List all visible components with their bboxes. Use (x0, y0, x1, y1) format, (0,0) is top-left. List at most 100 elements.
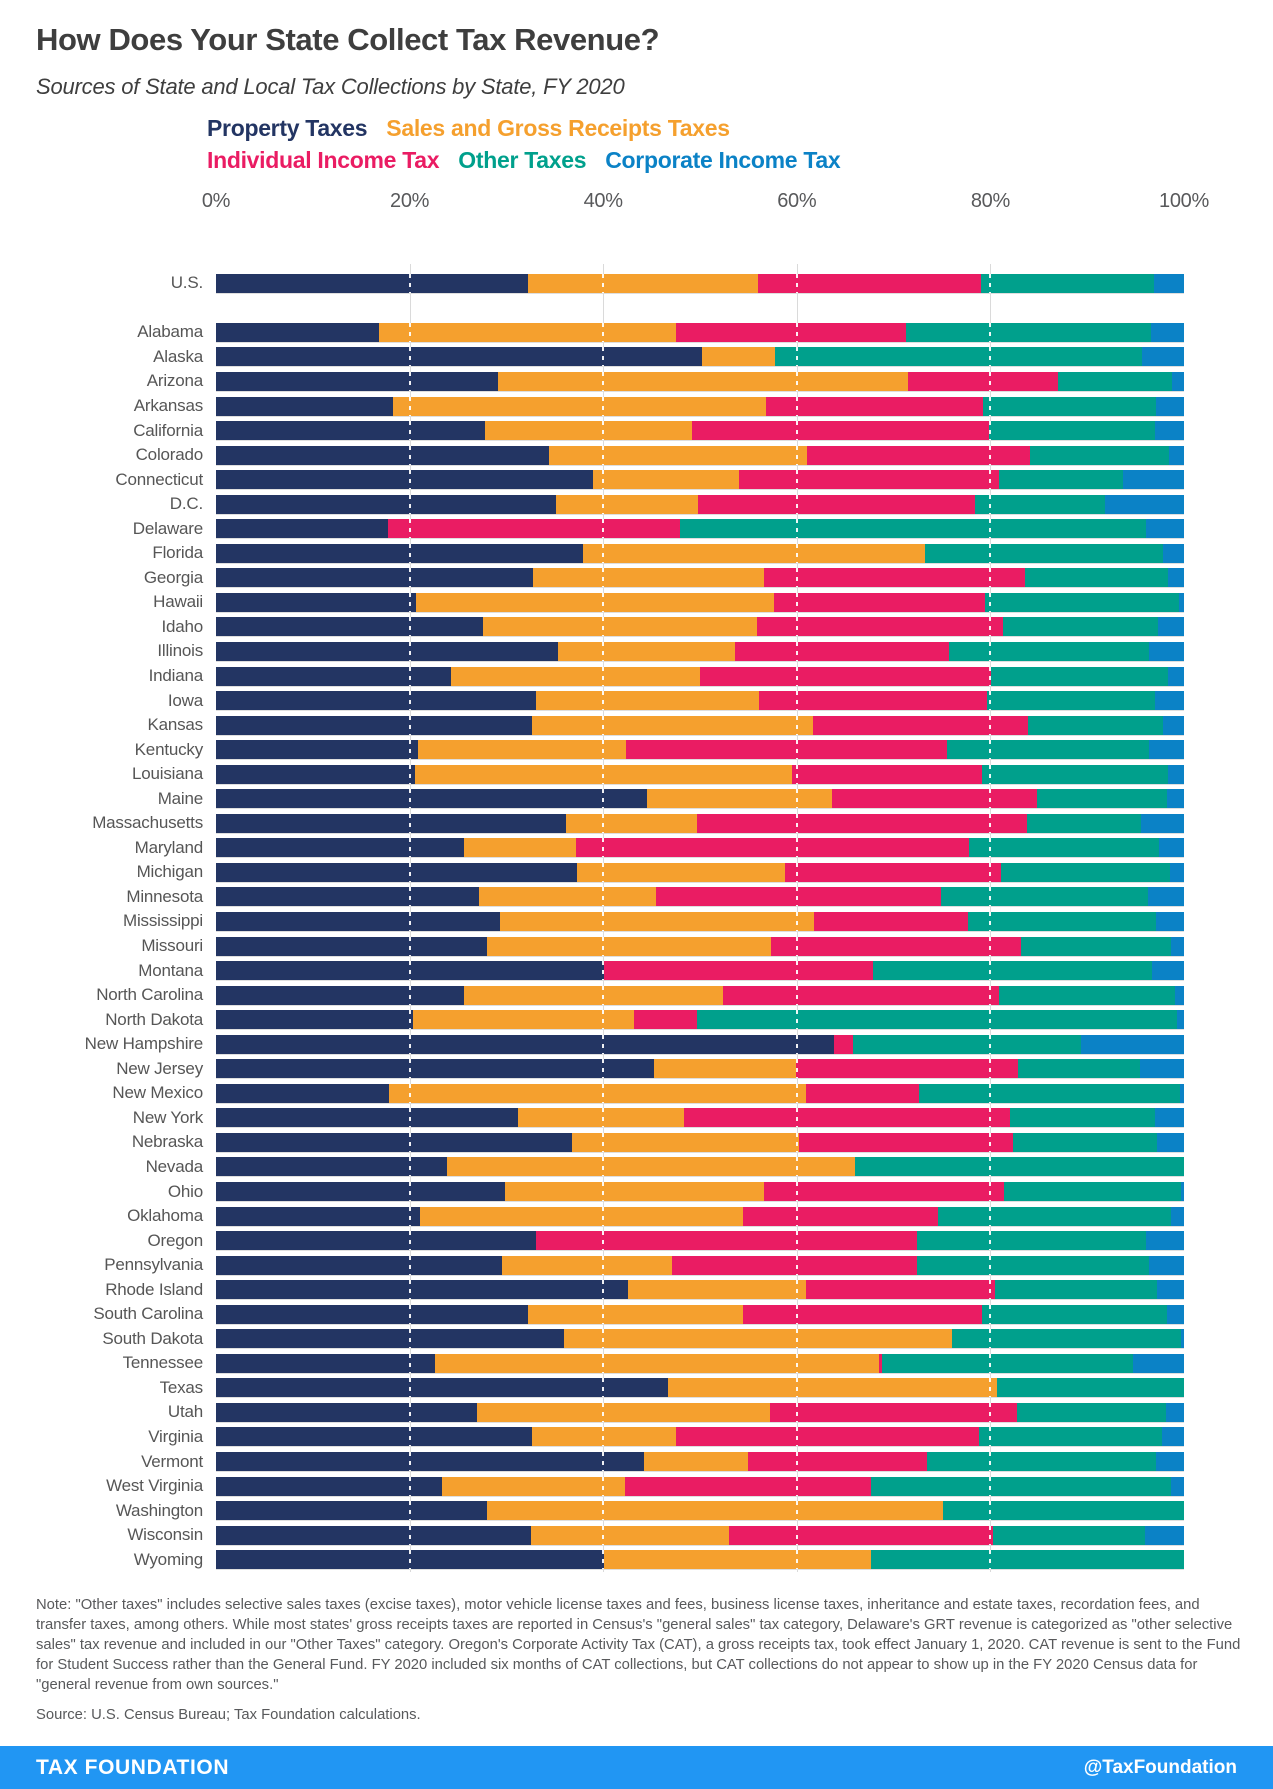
bar-gridline-dash (795, 862, 798, 882)
state-label-vermont: Vermont (141, 1451, 203, 1471)
bar-segment-other (916, 1255, 1150, 1275)
bar-gridline-dash (989, 396, 992, 416)
bar-segment-individual (723, 985, 1000, 1005)
state-label-connecticut: Connecticut (115, 469, 203, 489)
bar-gridline-dash (795, 1108, 798, 1128)
bar-track-vermont (216, 1452, 1184, 1472)
chart-row-oklahoma: Oklahoma (0, 1204, 1273, 1229)
chart-row-louisiana: Louisiana (0, 762, 1273, 787)
bar-segment-property (216, 1083, 390, 1103)
chart-row-california: California (0, 418, 1273, 443)
bar-segment-property (216, 445, 549, 465)
bar-segment-corporate (1081, 1034, 1184, 1054)
bar-segment-corporate (1157, 617, 1184, 637)
bar-gridline-dash (408, 1182, 411, 1201)
bar-segment-individual (626, 740, 947, 760)
chart-row-massachusetts: Massachusetts (0, 811, 1273, 836)
bar-segment-corporate (1171, 1206, 1184, 1226)
stacked-bar-arkansas (216, 396, 1184, 416)
state-label-hawaii: Hawaii (153, 592, 203, 612)
bar-segment-corporate (1181, 1329, 1184, 1349)
bar-gridline-dash (989, 1476, 992, 1496)
bar-segment-other (980, 273, 1154, 293)
stacked-bar-wyoming (216, 1550, 1184, 1570)
stacked-bar-west-virginia (216, 1476, 1184, 1496)
bar-segment-other (942, 1501, 1184, 1521)
bar-segment-corporate (1104, 494, 1184, 514)
bar-segment-other (1021, 936, 1172, 956)
bar-gridline-dash (602, 445, 605, 465)
bar-gridline-dash (408, 519, 411, 539)
bar-track-iowa (216, 691, 1184, 711)
bar-gridline-dash (602, 813, 605, 833)
bar-gridline-dash (795, 445, 798, 465)
bar-segment-sales (483, 617, 758, 637)
bar-gridline-dash (989, 347, 992, 367)
bar-gridline-dash (602, 1304, 605, 1324)
state-label-kentucky: Kentucky (134, 739, 204, 759)
bar-segment-individual (773, 592, 985, 612)
bar-gridline-dash (602, 715, 605, 735)
bar-segment-sales (566, 813, 698, 833)
bar-segment-property (216, 1157, 448, 1177)
bar-segment-sales (536, 691, 760, 711)
chart-row-tennessee: Tennessee (0, 1351, 1273, 1376)
chart-row-michigan: Michigan (0, 860, 1273, 885)
bar-gridline-dash (795, 1206, 798, 1226)
bar-gridline-dash (602, 691, 605, 711)
bar-track-kansas (216, 715, 1184, 735)
bar-gridline-dash (408, 1452, 411, 1472)
bar-gridline-dash (989, 813, 992, 833)
bar-gridline-dash (408, 985, 411, 1005)
bar-segment-other (1018, 1059, 1141, 1079)
bar-gridline-dash (602, 1280, 605, 1300)
bar-gridline-dash (408, 1083, 411, 1103)
state-label-minnesota: Minnesota (126, 886, 203, 906)
bar-track-florida (216, 543, 1184, 563)
bar-segment-corporate (1141, 813, 1184, 833)
chart-row-virginia: Virginia (0, 1425, 1273, 1450)
chart-row-illinois: Illinois (0, 639, 1273, 664)
state-label-louisiana: Louisiana (132, 764, 203, 784)
bar-segment-property (216, 519, 389, 539)
bar-track-new-jersey (216, 1059, 1184, 1079)
bar-segment-individual (671, 1255, 917, 1275)
stacked-bar-washington (216, 1501, 1184, 1521)
bar-track-new-mexico (216, 1083, 1184, 1103)
bar-gridline-dash (408, 1525, 411, 1545)
bar-segment-corporate (1161, 1427, 1184, 1447)
bar-gridline-dash (795, 421, 798, 441)
bar-segment-other (938, 1206, 1172, 1226)
bar-gridline-dash (602, 1353, 605, 1373)
bar-gridline-dash (989, 1108, 992, 1128)
bar-gridline-dash (408, 887, 411, 907)
bar-gridline-dash (989, 421, 992, 441)
bar-segment-other (978, 1427, 1162, 1447)
bar-gridline-dash (795, 592, 798, 612)
bar-track-west-virginia (216, 1476, 1184, 1496)
bar-segment-individual (769, 1402, 1017, 1422)
bar-segment-property (216, 862, 578, 882)
bar-track-massachusetts (216, 813, 1184, 833)
bar-gridline-dash (795, 1427, 798, 1447)
bar-track-new-york (216, 1108, 1184, 1128)
bar-segment-corporate (1166, 789, 1184, 809)
stacked-bar-maryland (216, 838, 1184, 858)
bar-segment-other (982, 396, 1156, 416)
stacked-bar-indiana (216, 666, 1184, 686)
bar-gridline-dash (602, 1132, 605, 1152)
bar-track-idaho (216, 617, 1184, 637)
bar-segment-sales (389, 1083, 807, 1103)
bar-gridline-dash (795, 1452, 798, 1472)
bar-segment-other (918, 1083, 1181, 1103)
bar-gridline-dash (408, 421, 411, 441)
bar-segment-individual (742, 1206, 939, 1226)
bar-gridline-dash (602, 1452, 605, 1472)
bar-segment-individual (634, 1010, 698, 1030)
bar-gridline-dash (408, 1550, 411, 1570)
bar-segment-property (216, 273, 528, 293)
bar-segment-other (1036, 789, 1167, 809)
bar-gridline-dash (795, 1353, 798, 1373)
bar-segment-property (216, 470, 593, 490)
bar-segment-other (948, 641, 1150, 661)
